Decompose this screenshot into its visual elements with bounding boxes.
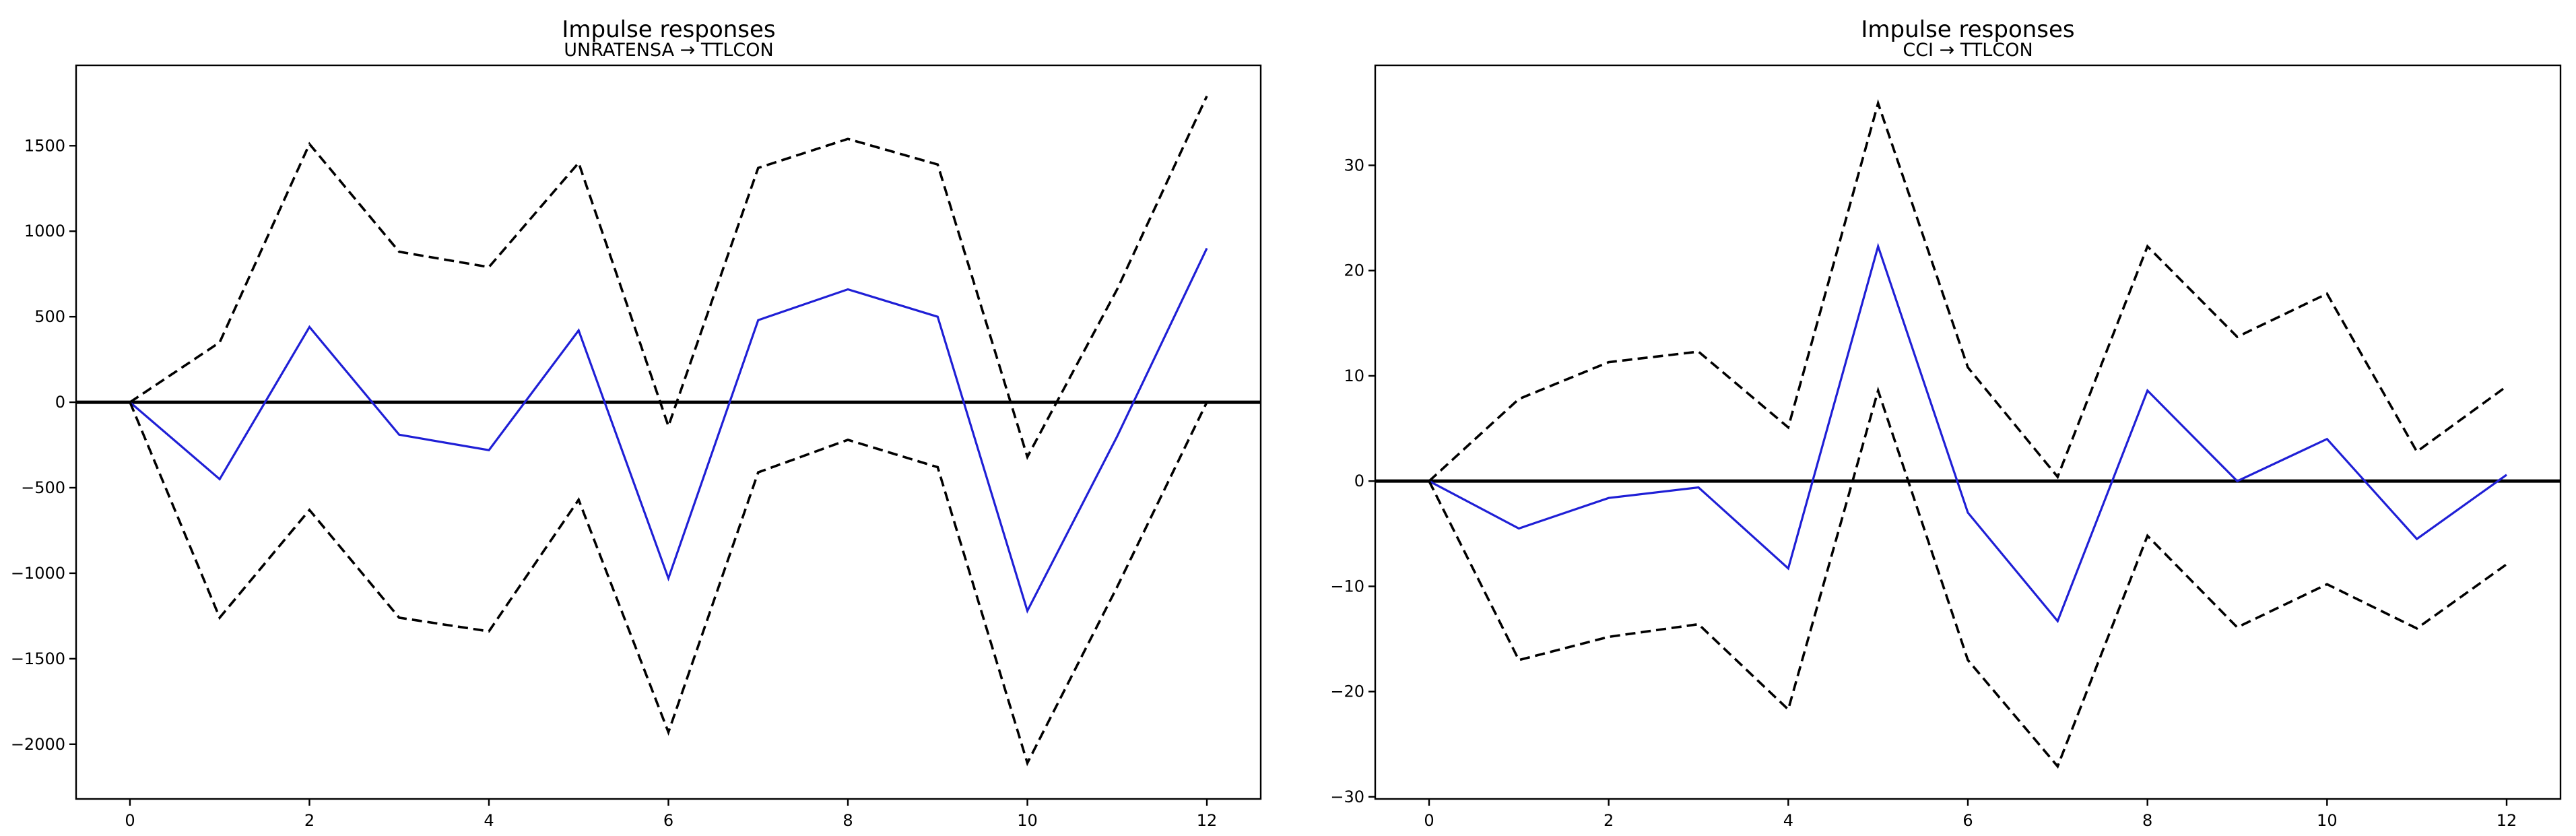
y-tick-label: −20	[1330, 682, 1364, 701]
y-tick-label: 10	[1344, 366, 1364, 385]
y-tick-label: −500	[21, 478, 65, 497]
y-tick-label: 1500	[24, 136, 65, 155]
x-tick-label: 4	[484, 811, 494, 830]
x-tick-label: 8	[2142, 811, 2152, 830]
x-tick-label: 6	[1962, 811, 1973, 830]
x-tick-label: 8	[843, 811, 853, 830]
impulse-response-line	[1428, 243, 2507, 624]
x-tick-label: 10	[2317, 811, 2338, 830]
y-tick-label: 20	[1344, 261, 1364, 280]
x-tick-label: 6	[663, 811, 673, 830]
chart-subtitle: UNRATENSA → TTLCON	[564, 40, 774, 61]
y-tick-label: 0	[55, 393, 65, 412]
y-tick-label: 500	[34, 307, 65, 326]
y-tick-label: 1000	[24, 222, 65, 240]
axes-frame	[1374, 64, 2562, 800]
x-tick-label: 2	[304, 811, 315, 830]
chart-subtitle: CCI → TTLCON	[1903, 40, 2033, 61]
plot-area: 0 2 4 6 8 10 12 −2000 −1500 −1000 −500 0 500 1000 1500	[11, 64, 1262, 830]
impulse-response-line	[129, 247, 1208, 614]
y-tick-label: −2000	[11, 735, 65, 754]
confidence-band-lower-line	[1428, 386, 2508, 769]
chart-title: Impulse responses	[562, 16, 775, 43]
x-tick-label: 12	[1197, 811, 1218, 830]
confidence-band-lower-line	[129, 401, 1208, 767]
plot-area: 0 2 4 6 8 10 12 −30 −20 −10 0 10 20 30	[1330, 64, 2562, 830]
chart-panel-cci-ttlcon: Impulse responses CCI → TTLCON 0 2 4 6 8 10 12…	[1330, 16, 2562, 830]
chart-title: Impulse responses	[1861, 16, 2074, 43]
y-tick-label: 30	[1344, 156, 1364, 174]
x-tick-label: 4	[1783, 811, 1793, 830]
y-tick-label: 0	[1354, 472, 1364, 490]
axes-frame	[75, 64, 1262, 800]
chart-panel-unratensa-ttlcon: Impulse responses UNRATENSA → TTLCON 0 2 4…	[11, 16, 1262, 830]
x-tick-label: 12	[2497, 811, 2517, 830]
x-tick-label: 0	[1424, 811, 1434, 830]
confidence-band-upper-line	[1428, 99, 2508, 482]
x-tick-label: 2	[1604, 811, 1614, 830]
y-tick-label: −1500	[11, 649, 65, 668]
confidence-band-upper-line	[129, 95, 1208, 460]
y-tick-label: −10	[1330, 577, 1364, 596]
y-tick-label: −30	[1330, 787, 1364, 806]
x-tick-label: 10	[1017, 811, 1038, 830]
y-tick-label: −1000	[11, 564, 65, 583]
x-tick-label: 0	[125, 811, 135, 830]
